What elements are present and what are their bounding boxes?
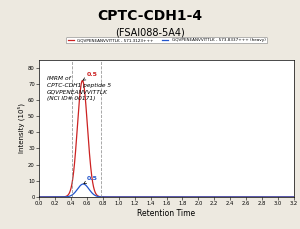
Text: 0.5: 0.5 [84, 176, 98, 184]
X-axis label: Retention Time: Retention Time [137, 209, 196, 218]
Text: 0.5: 0.5 [83, 72, 98, 80]
Text: CPTC-CDH1-4: CPTC-CDH1-4 [98, 9, 202, 23]
Text: (FSAI088-5A4): (FSAI088-5A4) [115, 27, 185, 38]
Y-axis label: Intensity (10⁵): Intensity (10⁵) [18, 103, 25, 153]
Legend: GQVPENEANVVITTLK - 571.3123+++, GQVPENEANVVITTLK - 573.8337+++ (heavy): GQVPENEANVVITTLK - 571.3123+++, GQVPENEA… [66, 37, 267, 43]
Text: IMRM of
CPTC-CDH1 peptide 5
GQVPENEANVVITTLK
(NCI ID# 00171): IMRM of CPTC-CDH1 peptide 5 GQVPENEANVVI… [47, 76, 111, 101]
